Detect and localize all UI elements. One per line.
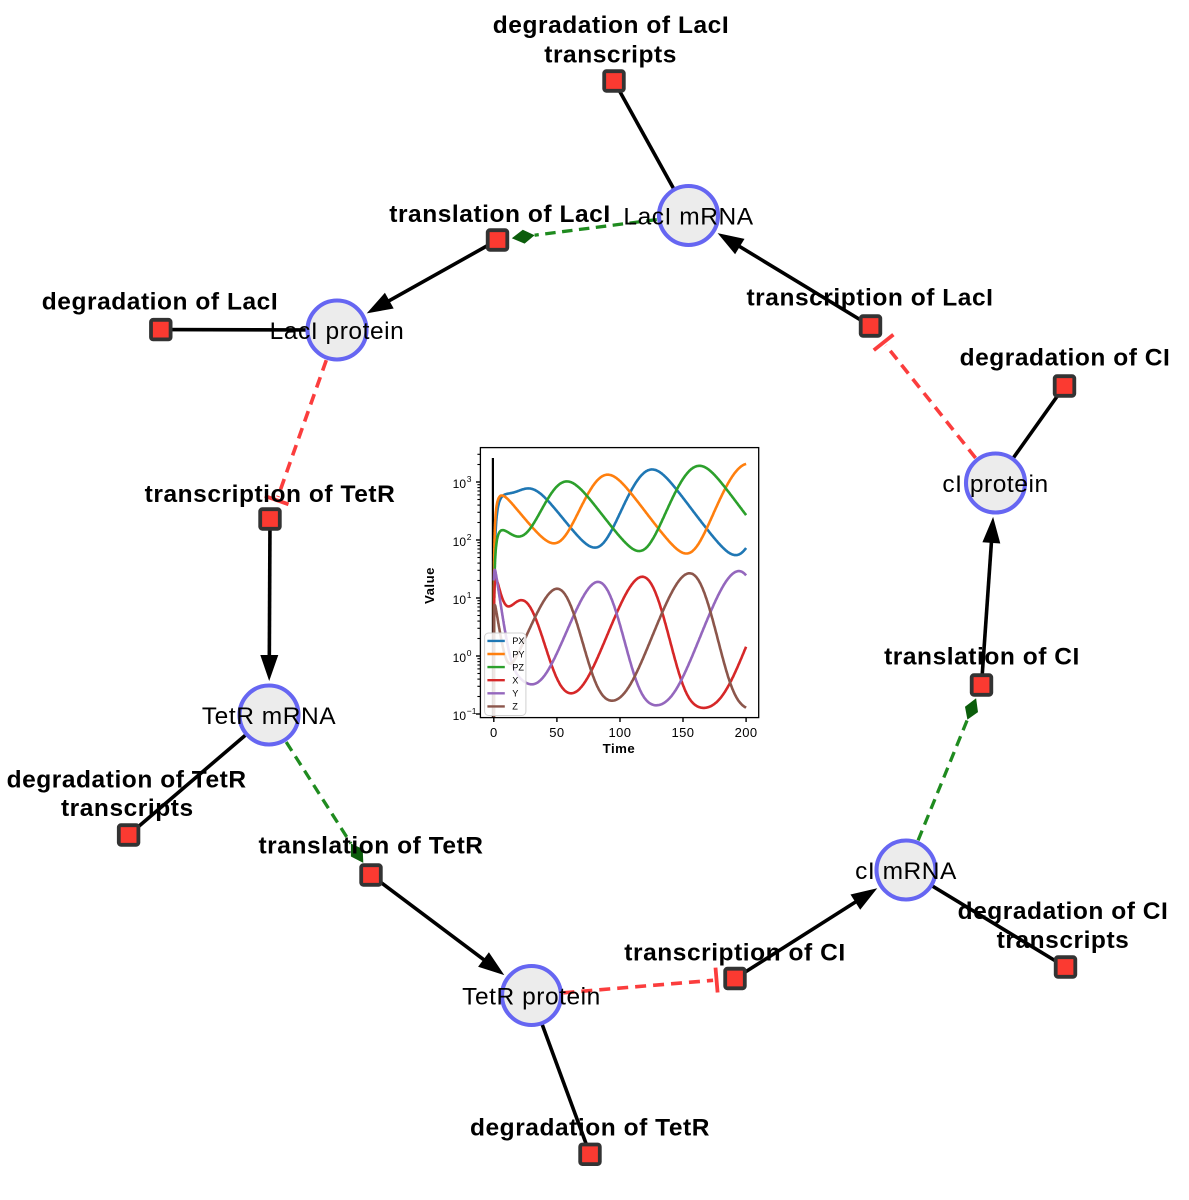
svg-text:transcripts: transcripts	[997, 927, 1130, 954]
svg-text:LacI protein: LacI protein	[270, 318, 405, 345]
svg-text:50: 50	[549, 725, 564, 740]
svg-text:degradation of LacI: degradation of LacI	[493, 12, 729, 39]
svg-text:Z: Z	[512, 702, 518, 712]
svg-text:Value: Value	[422, 567, 437, 604]
svg-text:−1: −1	[467, 706, 477, 716]
svg-text:TetR protein: TetR protein	[462, 983, 601, 1010]
svg-text:degradation of CI: degradation of CI	[958, 898, 1169, 925]
svg-text:degradation of LacI: degradation of LacI	[42, 289, 278, 316]
svg-text:200: 200	[735, 725, 758, 740]
svg-text:10: 10	[453, 651, 467, 665]
svg-text:cI mRNA: cI mRNA	[855, 858, 957, 885]
svg-text:translation of CI: translation of CI	[884, 643, 1080, 670]
svg-text:PY: PY	[512, 649, 524, 659]
svg-text:transcription of CI: transcription of CI	[624, 939, 845, 966]
svg-text:10: 10	[453, 535, 467, 549]
svg-text:10: 10	[453, 593, 467, 607]
svg-text:10: 10	[453, 477, 467, 491]
svg-text:X: X	[512, 676, 518, 686]
svg-text:Time: Time	[603, 741, 636, 756]
svg-text:transcripts: transcripts	[544, 42, 677, 69]
svg-text:degradation of CI: degradation of CI	[960, 345, 1171, 372]
svg-text:PX: PX	[512, 636, 524, 646]
svg-text:PZ: PZ	[512, 662, 524, 672]
svg-text:10: 10	[453, 709, 467, 723]
svg-text:0: 0	[490, 725, 498, 740]
svg-text:Y: Y	[512, 689, 518, 699]
svg-text:150: 150	[672, 725, 695, 740]
svg-text:100: 100	[609, 725, 632, 740]
svg-text:transcription of TetR: transcription of TetR	[145, 481, 396, 508]
svg-text:transcripts: transcripts	[61, 795, 194, 822]
svg-text:degradation of TetR: degradation of TetR	[7, 767, 247, 794]
svg-text:degradation of TetR: degradation of TetR	[470, 1115, 710, 1142]
svg-text:2: 2	[467, 532, 472, 542]
svg-text:translation of LacI: translation of LacI	[389, 201, 610, 228]
svg-text:1: 1	[467, 590, 472, 600]
svg-text:translation of TetR: translation of TetR	[258, 833, 483, 860]
svg-text:3: 3	[467, 474, 472, 484]
svg-text:TetR mRNA: TetR mRNA	[202, 703, 336, 730]
svg-text:transcription of LacI: transcription of LacI	[746, 285, 993, 312]
svg-text:0: 0	[467, 648, 472, 658]
svg-text:cI protein: cI protein	[942, 471, 1048, 498]
svg-text:LacI mRNA: LacI mRNA	[623, 203, 753, 230]
